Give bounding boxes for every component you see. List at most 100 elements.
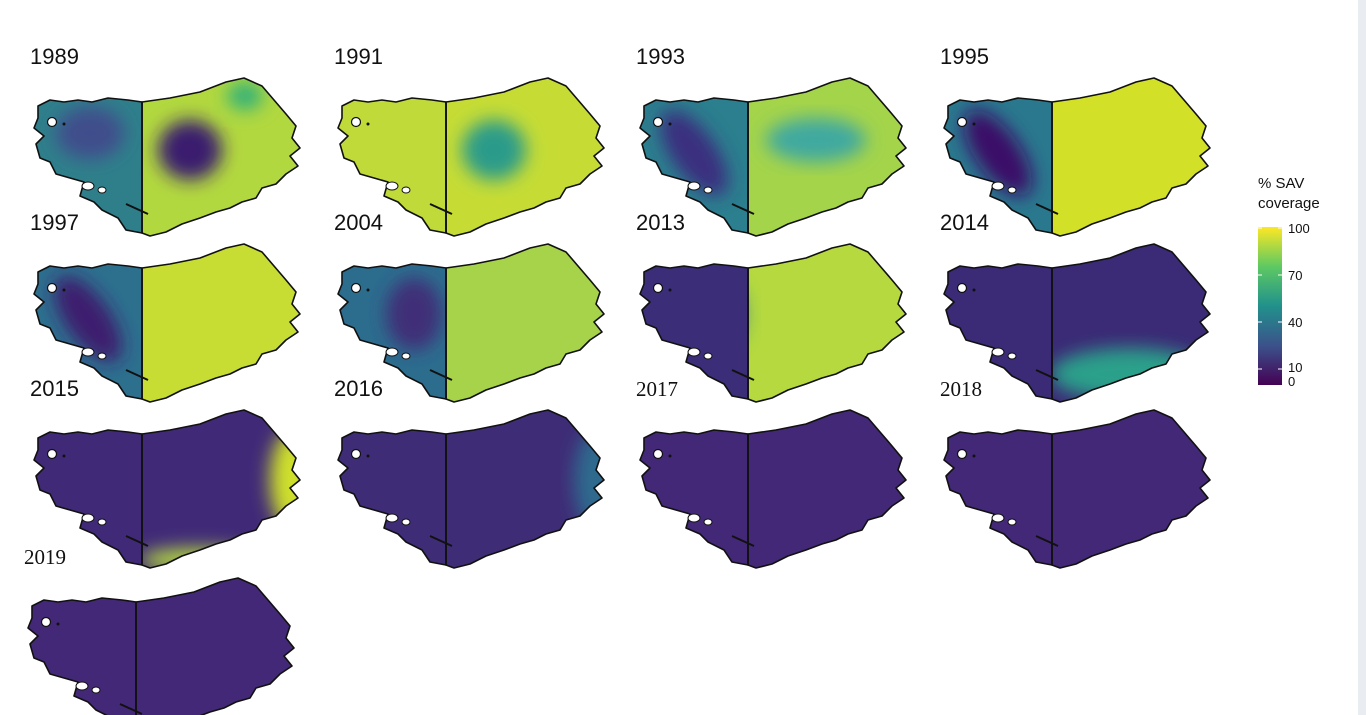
inlet-marker (401, 518, 411, 526)
east-basin-outline (747, 77, 907, 237)
inlet-marker (687, 513, 701, 523)
map-panel-1989: 1989 (30, 44, 301, 237)
island-marker (350, 448, 362, 460)
island-dot (62, 454, 66, 458)
coverage-blob (54, 276, 122, 362)
island-dot (972, 288, 976, 292)
island-dot (62, 122, 66, 126)
inlet-marker (1007, 186, 1017, 194)
east-coverage-field (1052, 348, 1210, 400)
map-panel-2016: 2016 (334, 376, 605, 569)
map-panel-2019: 2019 (24, 545, 295, 715)
island-dot (56, 622, 60, 626)
coverage-blob (574, 430, 604, 530)
island-marker (956, 448, 968, 460)
west-coverage-field (386, 278, 442, 350)
causeway-line (1035, 203, 1059, 215)
island-dot (366, 288, 370, 292)
inlet-marker (97, 352, 107, 360)
causeway-line (119, 703, 143, 715)
inlet-marker (97, 518, 107, 526)
causeway-line (125, 535, 149, 547)
legend-tick-10: 10 (1288, 360, 1302, 375)
causeway-line (1035, 369, 1059, 381)
coverage-blob (227, 82, 263, 110)
west-basin-outline (337, 263, 447, 400)
causeway-line (125, 369, 149, 381)
year-label: 2013 (636, 210, 685, 235)
inlet-marker (1007, 352, 1017, 360)
island-marker (652, 448, 664, 460)
inlet-marker (385, 181, 399, 191)
map-panels-grid: 1989 1991 1993 1995 1997 2004 2013 2014 2015 2016… (24, 44, 1211, 715)
year-label: 2014 (940, 210, 989, 235)
causeway-line (731, 203, 755, 215)
island-marker (350, 282, 362, 294)
lake-map (337, 409, 605, 569)
inlet-marker (81, 181, 95, 191)
map-panel-2018: 2018 (940, 377, 1211, 569)
east-basin-outline (1051, 77, 1211, 237)
island-marker (40, 616, 52, 628)
page-edge-strip (1358, 0, 1366, 715)
west-basin-outline (943, 263, 1053, 400)
legend-title-line2: coverage (1258, 195, 1320, 212)
color-legend: % SAV coverage 100 70 40 10 0 (1258, 175, 1320, 389)
east-basin-outline (1051, 243, 1211, 403)
inlet-marker (991, 181, 1005, 191)
inlet-marker (991, 347, 1005, 357)
lake-map (943, 409, 1211, 569)
lake-map (639, 409, 907, 569)
west-basin-outline (639, 429, 749, 566)
east-basin-outline (141, 243, 301, 403)
legend-title-line1: % SAV (1258, 175, 1304, 192)
east-basin-outline (445, 409, 605, 569)
east-coverage-field (574, 430, 604, 530)
island-dot (972, 454, 976, 458)
inlet-marker (991, 513, 1005, 523)
island-dot (366, 454, 370, 458)
coverage-blob (56, 107, 124, 159)
island-marker (652, 116, 664, 128)
west-basin-outline (33, 429, 143, 566)
island-dot (366, 122, 370, 126)
west-basin-outline (639, 97, 749, 234)
east-basin-outline (445, 77, 605, 237)
legend-ticks (1258, 227, 1282, 370)
inlet-marker (91, 686, 101, 694)
east-basin (142, 78, 300, 236)
inlet-marker (81, 347, 95, 357)
year-label: 1991 (334, 44, 383, 69)
west-coverage-field (964, 110, 1032, 196)
west-basin-outline (943, 429, 1053, 566)
island-dot (972, 122, 976, 126)
inlet-marker (401, 352, 411, 360)
inlet-marker (385, 347, 399, 357)
inlet-marker (385, 513, 399, 523)
inlet-marker (97, 186, 107, 194)
inlet-marker (703, 186, 713, 194)
coverage-blob (964, 110, 1032, 196)
island-dot (62, 288, 66, 292)
west-basin-outline (337, 97, 447, 234)
west-basin-outline (33, 97, 143, 234)
west-basin-outline (33, 263, 143, 400)
legend-tick-40: 40 (1288, 315, 1302, 330)
east-basin-outline (445, 243, 605, 403)
inlet-marker (703, 518, 713, 526)
causeway-line (1035, 535, 1059, 547)
east-coverage-field (766, 118, 866, 162)
legend-tick-100: 100 (1288, 221, 1310, 236)
west-coverage-field (56, 107, 124, 159)
island-marker (46, 116, 58, 128)
year-label: 2019 (24, 545, 66, 569)
west-basin-outline (27, 597, 137, 715)
island-dot (668, 122, 672, 126)
coverage-blob (158, 120, 222, 180)
inlet-marker (1007, 518, 1017, 526)
inlet-marker (401, 186, 411, 194)
year-label: 2016 (334, 376, 383, 401)
coverage-blob (142, 548, 260, 568)
lake-map (33, 77, 301, 237)
year-label: 2015 (30, 376, 79, 401)
